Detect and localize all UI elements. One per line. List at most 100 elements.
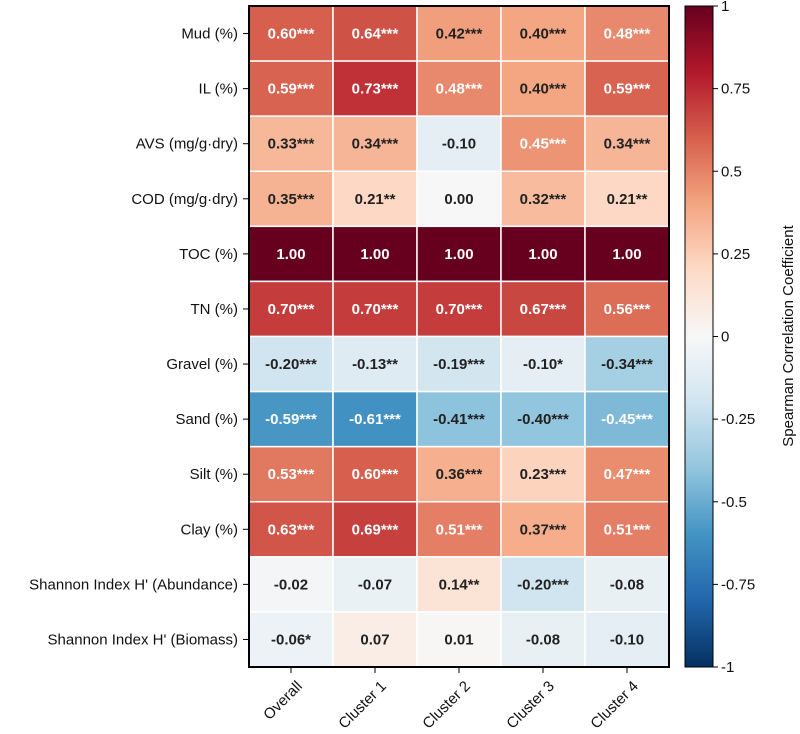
- cell-value-label: 1.00: [612, 246, 641, 263]
- heatmap-cell: [248, 390, 334, 448]
- cell-value-label: 0.70***: [268, 301, 315, 318]
- cell-value-label: 0.34***: [352, 136, 399, 153]
- cell-value-label: -0.02: [274, 576, 308, 593]
- cell-value-label: 0.47***: [604, 466, 651, 483]
- cell-value-label: 0.14**: [439, 576, 480, 593]
- cell-value-label: 0.51***: [604, 521, 651, 538]
- row-label: IL (%): [199, 81, 238, 98]
- column-label: Cluster 3: [503, 678, 557, 732]
- cell-value-label: 1.00: [276, 246, 305, 263]
- cell-value-label: -0.20***: [517, 576, 569, 593]
- cell-value-label: 0.73***: [352, 81, 399, 98]
- heatmap-cell: [500, 556, 586, 613]
- cell-value-label: 0.60***: [268, 26, 315, 43]
- row-labels: Mud (%) IL (%) AVS (mg/g·dry) COD (mg/g·dry…: [29, 26, 249, 648]
- cell-value-label: 0.64***: [352, 26, 399, 43]
- heatmap-cell: [500, 280, 586, 338]
- heatmap-cell: [584, 60, 670, 117]
- row-label: Sand (%): [175, 411, 238, 428]
- heatmap-cell: [500, 611, 586, 668]
- heatmap-cell: [248, 5, 334, 62]
- cell-value-label: -0.20***: [265, 356, 317, 373]
- heatmap-cell: [416, 556, 502, 613]
- heatmap-cell: [584, 445, 670, 503]
- heatmap-cell: [248, 556, 334, 613]
- cell-value-label: 0.23***: [520, 466, 567, 483]
- heatmap-cell: [416, 280, 502, 338]
- row-label: Gravel (%): [166, 356, 238, 373]
- colorbar-tick-label: -0.75: [721, 576, 755, 593]
- cell-value-label: 0.56***: [604, 301, 651, 318]
- heatmap-cell: [332, 280, 418, 338]
- cell-value-label: -0.10: [610, 631, 644, 648]
- cell-value-label: 0.70***: [436, 301, 483, 318]
- colorbar-tick-label: 0.5: [721, 163, 742, 180]
- heatmap-cell: [584, 170, 670, 228]
- cell-value-label: -0.10*: [523, 356, 563, 373]
- cell-value-label: 0.48***: [604, 26, 651, 43]
- cell-value-label: 1.00: [528, 246, 557, 263]
- colorbar-tick-label: 0.25: [721, 246, 750, 263]
- cell-value-label: -0.59***: [265, 411, 317, 428]
- heatmap-cell: [416, 501, 502, 558]
- colorbar-ticks: 1 0.75 0.5 0.25 0 -0.25 -0.5 -0.75 -1: [713, 0, 755, 676]
- heatmap-cell: [500, 501, 586, 558]
- heatmap-cell-labels: 0.60*** 0.64*** 0.42*** 0.40*** 0.48*** 0.59*…: [265, 26, 653, 649]
- cell-value-label: -0.19***: [433, 356, 485, 373]
- heatmap-cell: [332, 501, 418, 558]
- colorbar-label: Spearman Correlation Coefficient: [780, 224, 797, 446]
- heatmap-cells: [248, 5, 670, 668]
- row-label: Shannon Index H' (Abundance): [29, 576, 238, 593]
- cell-value-label: 0.33***: [268, 136, 315, 153]
- cell-value-label: 0.34***: [604, 136, 651, 153]
- cell-value-label: -0.40***: [517, 411, 569, 428]
- cell-value-label: 0.45***: [520, 136, 567, 153]
- cell-value-label: 0.32***: [520, 191, 567, 208]
- heatmap-cell: [500, 170, 586, 228]
- column-label: Overall: [260, 678, 306, 724]
- cell-value-label: -0.10: [442, 136, 476, 153]
- colorbar-tick-label: -1: [721, 659, 734, 676]
- colorbar-gradient: [684, 5, 714, 668]
- row-label: Silt (%): [190, 466, 238, 483]
- heatmap-cell: [248, 611, 334, 668]
- heatmap-cell: [416, 225, 502, 283]
- heatmap-cell: [248, 335, 334, 393]
- row-label: Mud (%): [181, 26, 238, 43]
- cell-value-label: -0.34***: [601, 356, 653, 373]
- cell-value-label: 1.00: [444, 246, 473, 263]
- colorbar-tick-label: 0: [721, 329, 729, 346]
- colorbar-tick-label: 0.75: [721, 81, 750, 98]
- cell-value-label: -0.08: [526, 631, 560, 648]
- cell-value-label: 0.01: [444, 631, 473, 648]
- cell-value-label: 1.00: [360, 246, 389, 263]
- heatmap-cell: [584, 501, 670, 558]
- cell-value-label: -0.41***: [433, 411, 485, 428]
- cell-value-label: 0.37***: [520, 521, 567, 538]
- heatmap-cell: [248, 225, 334, 283]
- cell-value-label: 0.59***: [604, 81, 651, 98]
- row-label: TOC (%): [179, 246, 238, 263]
- cell-value-label: -0.61***: [349, 411, 401, 428]
- cell-value-label: 0.67***: [520, 301, 567, 318]
- heatmap-cell: [416, 60, 502, 117]
- heatmap-cell: [248, 501, 334, 558]
- colorbar-tick-label: -0.25: [721, 411, 755, 428]
- colorbar-tick-label: -0.5: [721, 494, 747, 511]
- heatmap-cell: [500, 115, 586, 172]
- heatmap-cell: [332, 170, 418, 228]
- cell-value-label: -0.06*: [271, 631, 311, 648]
- cell-value-label: -0.08: [610, 576, 644, 593]
- heatmap-cell: [416, 445, 502, 503]
- cell-value-label: 0.07: [360, 631, 389, 648]
- cell-value-label: 0.53***: [268, 466, 315, 483]
- heatmap-cell: [332, 390, 418, 448]
- heatmap-cell: [584, 556, 670, 613]
- cell-value-label: 0.00: [444, 191, 473, 208]
- cell-value-label: 0.59***: [268, 81, 315, 98]
- cell-value-label: 0.40***: [520, 26, 567, 43]
- cell-value-label: 0.51***: [436, 521, 483, 538]
- cell-value-label: 0.60***: [352, 466, 399, 483]
- row-label: COD (mg/g·dry): [131, 191, 238, 208]
